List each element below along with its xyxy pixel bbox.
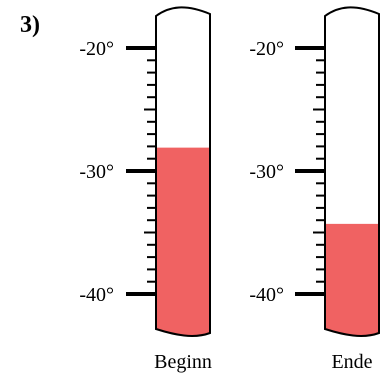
tick-label-minus-30: -30° (249, 161, 284, 183)
tick-label-minus-20: -20° (79, 38, 114, 60)
thermometer-ende: -20° -30° -40° Ende (249, 6, 380, 373)
tick-label-minus-20: -20° (249, 38, 284, 60)
caption-ende: Ende (331, 351, 372, 373)
scale-ticks (295, 46, 325, 296)
exercise-number: 3) (20, 12, 40, 38)
tick-label-minus-40: -40° (79, 284, 114, 306)
tick-label-minus-40: -40° (249, 284, 284, 306)
tick-label-minus-30: -30° (79, 161, 114, 183)
scale-ticks (126, 46, 156, 296)
liquid-column (325, 223, 379, 336)
thermometer-beginn: -20° -30° -40° Beginn (79, 6, 212, 373)
caption-beginn: Beginn (154, 351, 212, 373)
thermometer-tube (324, 6, 380, 337)
liquid-column (156, 147, 210, 336)
thermometer-tube (155, 6, 211, 337)
